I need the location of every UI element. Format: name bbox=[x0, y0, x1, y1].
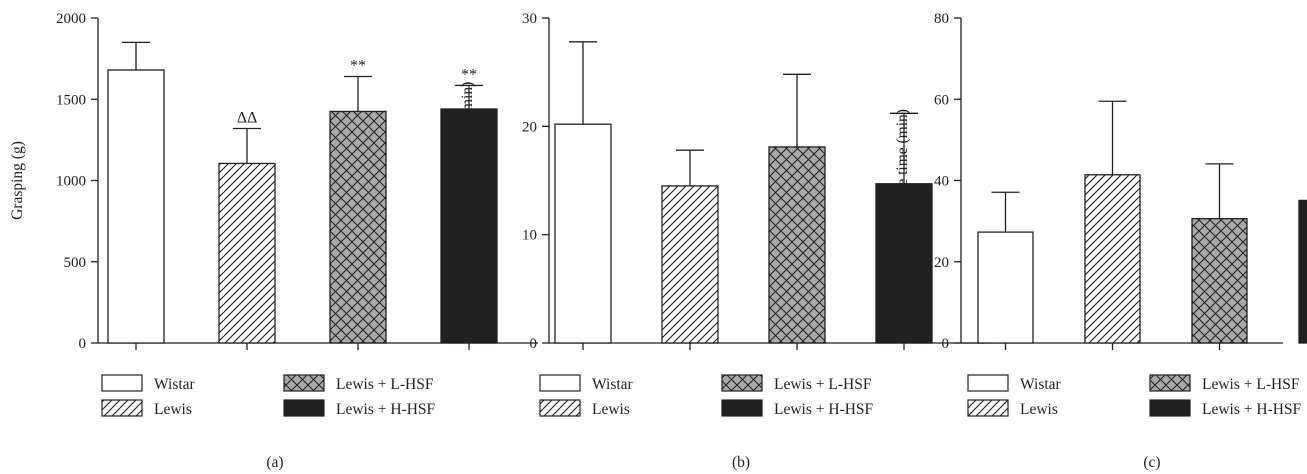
y-tick-label: 500 bbox=[64, 255, 87, 271]
bar-solid-black bbox=[875, 183, 933, 344]
chart-panel-2: 0 10 20 30 Number of looking-up (n/5min) Wist… bbox=[459, 11, 985, 471]
significance-label: ΔΔ bbox=[237, 110, 258, 127]
y-tick-label: 80 bbox=[934, 11, 949, 27]
bar-diagonal-hatch bbox=[218, 162, 276, 344]
bar-crosshatch-gray bbox=[768, 146, 826, 344]
bar-crosshatch-gray bbox=[329, 110, 387, 344]
legend-swatch bbox=[539, 374, 581, 392]
legend-swatch bbox=[539, 399, 581, 417]
y-axis-label: Grasping (g) bbox=[9, 141, 26, 220]
legend-label: Lewis bbox=[154, 401, 192, 418]
legend-label: Lewis + L-HSF bbox=[774, 376, 872, 393]
bar-crosshatch-gray bbox=[1191, 218, 1248, 344]
panel-label: (c) bbox=[1143, 454, 1160, 471]
significance-label: ** bbox=[350, 58, 366, 75]
y-tick-label: 20 bbox=[934, 255, 949, 271]
bar-none bbox=[977, 231, 1034, 344]
chart-panel-3: 0 20 40 60 80 Water maze time (min) Wistar Lewi… bbox=[894, 11, 1307, 471]
legend-label: Lewis + H-HSF bbox=[1202, 401, 1302, 418]
legend-swatch bbox=[1149, 374, 1191, 392]
bar-solid-black bbox=[1298, 199, 1307, 344]
chart-panel-1: 0 500 1000 1500 2000 Grasping (g) ΔΔ ** ** Wistar… bbox=[9, 11, 538, 471]
legend-swatch bbox=[283, 374, 325, 392]
y-tick-label: 20 bbox=[522, 119, 537, 135]
bar-diagonal-hatch bbox=[661, 185, 719, 344]
significance-label: ** bbox=[461, 66, 477, 83]
legend-label: Lewis + H-HSF bbox=[774, 401, 874, 418]
legend-label: Lewis + L-HSF bbox=[1202, 376, 1300, 393]
y-tick-label: 1500 bbox=[56, 92, 86, 108]
legend-label: Wistar bbox=[1020, 376, 1062, 393]
y-tick-label: 40 bbox=[934, 174, 949, 190]
legend-swatch bbox=[101, 399, 143, 417]
y-tick-label: 30 bbox=[522, 11, 537, 27]
legend-swatch bbox=[721, 399, 763, 417]
legend-swatch bbox=[967, 374, 1009, 392]
bar-none bbox=[107, 69, 165, 344]
legend-label: Lewis + L-HSF bbox=[336, 376, 434, 393]
legend-label: Lewis + H-HSF bbox=[336, 401, 436, 418]
y-tick-label: 0 bbox=[942, 336, 950, 352]
y-tick-label: 0 bbox=[79, 336, 87, 352]
bar-diagonal-hatch bbox=[1084, 174, 1141, 344]
y-tick-label: 60 bbox=[934, 92, 949, 108]
legend-swatch bbox=[967, 399, 1009, 417]
legend-label: Wistar bbox=[592, 376, 634, 393]
legend-swatch bbox=[283, 399, 325, 417]
y-tick-label: 10 bbox=[522, 228, 537, 244]
y-tick-label: 2000 bbox=[56, 11, 86, 27]
legend-swatch bbox=[1149, 399, 1191, 417]
legend-label: Wistar bbox=[154, 376, 196, 393]
y-axis-label: Water maze time (min) bbox=[894, 109, 911, 252]
legend-label: Lewis bbox=[1020, 401, 1058, 418]
y-tick-label: 1000 bbox=[56, 174, 86, 190]
y-axis-label: Number of looking-up (n/5min) bbox=[459, 82, 476, 280]
legend-label: Lewis bbox=[592, 401, 630, 418]
bar-none bbox=[554, 123, 612, 344]
panel-label: (b) bbox=[732, 454, 750, 471]
legend-swatch bbox=[101, 374, 143, 392]
panel-label: (a) bbox=[266, 454, 283, 471]
legend-swatch bbox=[721, 374, 763, 392]
y-tick-label: 0 bbox=[530, 336, 538, 352]
